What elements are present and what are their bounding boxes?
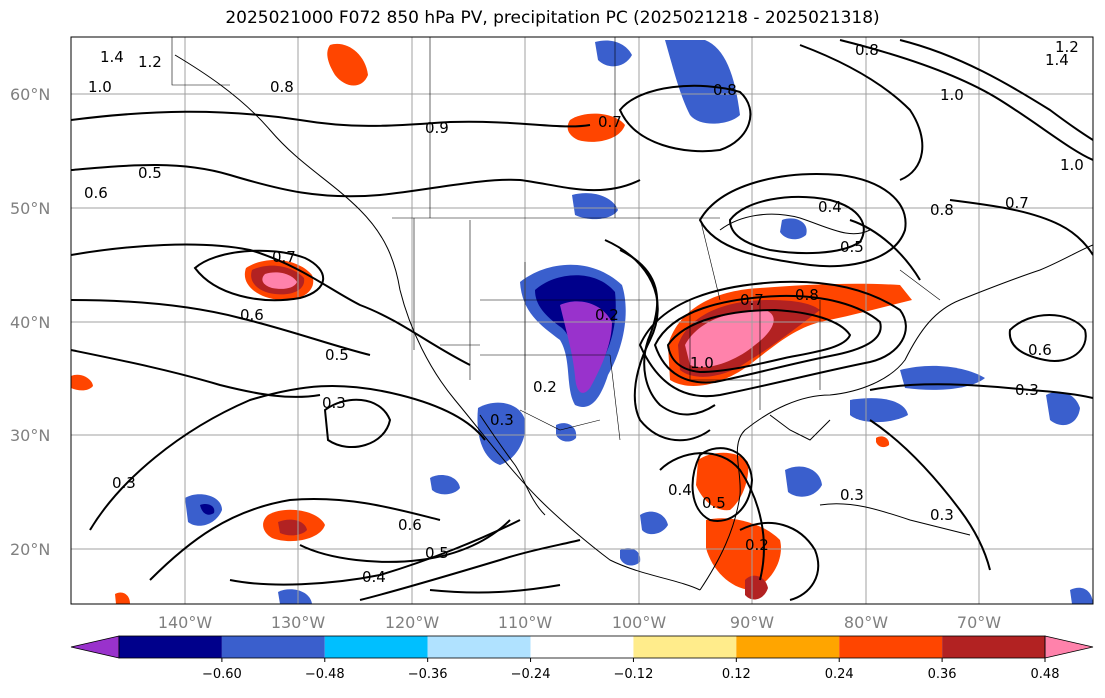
- graticule: [71, 37, 1093, 604]
- colorbar-extend-low: [70, 635, 120, 659]
- contour-label: 0.4: [668, 481, 692, 499]
- colorbar-tick-label: −0.12: [614, 667, 654, 682]
- contour-label: 0.5: [840, 238, 864, 256]
- contour-label: 0.6: [240, 306, 264, 324]
- lat-label: 40°N: [10, 313, 50, 332]
- contour-label: 0.7: [598, 113, 622, 131]
- colorbar-tick-label: 0.24: [825, 667, 854, 682]
- contour-label: 0.4: [362, 568, 386, 586]
- colorbar-segment: [119, 636, 222, 658]
- lat-label: 30°N: [10, 426, 50, 445]
- lon-label: 80°W: [844, 613, 888, 632]
- colorbar-border: [118, 635, 1046, 659]
- contour-label: 0.3: [112, 474, 136, 492]
- contour-label: 0.3: [322, 394, 346, 412]
- contour-label: 0.8: [270, 78, 294, 96]
- contour-label: 1.4: [1045, 51, 1069, 69]
- contour-label: 1.2: [138, 53, 162, 71]
- colorbar-tick-label: 0.12: [722, 667, 751, 682]
- contour-label: 0.3: [840, 486, 864, 504]
- colorbar-segment: [427, 636, 531, 658]
- colorbar-tick-label: 0.48: [1031, 667, 1060, 682]
- contour-label: 1.0: [88, 78, 112, 96]
- contour-label: 1.2: [1055, 38, 1079, 56]
- colorbar-extend-high: [1044, 635, 1094, 659]
- lon-label: 110°W: [498, 613, 553, 632]
- lon-label: 140°W: [158, 613, 213, 632]
- contour-label: 1.4: [100, 48, 124, 66]
- colorbar-tick-label: −0.36: [408, 667, 448, 682]
- contour-label: 0.2: [595, 306, 619, 324]
- colorbar: −0.60 −0.48 −0.36 −0.24 −0.12 0.12 0.24 0.36 0.4…: [70, 635, 1094, 682]
- contour-label: 0.3: [1015, 381, 1039, 399]
- pv-contours: [71, 39, 1093, 601]
- contour-label: 0.5: [425, 544, 449, 562]
- colorbar-segment: [839, 636, 943, 658]
- colorbar-segment: [324, 636, 428, 658]
- coastlines: [174, 54, 1093, 591]
- contour-label: 0.2: [533, 378, 557, 396]
- contour-label: 0.3: [490, 411, 514, 429]
- precip-shading: [71, 40, 1093, 604]
- latitude-labels: 60°N 50°N 40°N 30°N 20°N: [10, 85, 50, 559]
- lon-label: 120°W: [385, 613, 440, 632]
- contour-label: 0.2: [745, 536, 769, 554]
- map-frame: [70, 36, 1094, 605]
- contour-label: 0.7: [740, 291, 764, 309]
- colorbar-tick-label: 0.36: [928, 667, 957, 682]
- lat-label: 60°N: [10, 85, 50, 104]
- contour-label: 0.4: [818, 198, 842, 216]
- colorbar-segment: [736, 636, 840, 658]
- contour-label: 1.0: [940, 86, 964, 104]
- longitude-labels: 140°W 130°W 120°W 110°W 100°W 90°W 80°W …: [158, 613, 1001, 632]
- contour-label: 0.7: [1005, 194, 1029, 212]
- contour-label: 0.6: [1028, 341, 1052, 359]
- contour-label: 0.8: [795, 286, 819, 304]
- contour-label: 0.6: [84, 184, 108, 202]
- map-title: 2025021000 F072 850 hPa PV, precipitatio…: [225, 8, 880, 28]
- contour-label: 0.8: [713, 81, 737, 99]
- contour-labels: 1.4 1.2 1.0 0.8 0.9 0.5 0.6 0.7 0.5 0.3 …: [84, 38, 1084, 586]
- lat-label: 20°N: [10, 540, 50, 559]
- colorbar-segment: [942, 636, 1045, 658]
- contour-label: 0.8: [930, 201, 954, 219]
- colorbar-tick-label: −0.60: [202, 667, 242, 682]
- lon-label: 70°W: [957, 613, 1001, 632]
- colorbar-segment: [530, 636, 634, 658]
- contour-label: 0.6: [398, 516, 422, 534]
- contour-label: 0.7: [272, 248, 296, 266]
- contour-label: 1.0: [690, 354, 714, 372]
- contour-label: 0.8: [855, 41, 879, 59]
- colorbar-segment: [221, 636, 325, 658]
- lon-label: 100°W: [612, 613, 667, 632]
- contour-label: 0.9: [425, 119, 449, 137]
- colorbar-segment: [633, 636, 737, 658]
- contour-label: 0.5: [138, 164, 162, 182]
- lon-label: 130°W: [271, 613, 326, 632]
- contour-label: 0.5: [702, 494, 726, 512]
- lon-label: 90°W: [730, 613, 774, 632]
- colorbar-tick-label: −0.24: [511, 667, 551, 682]
- lat-label: 50°N: [10, 199, 50, 218]
- contour-label: 0.3: [930, 506, 954, 524]
- contour-label: 1.0: [1060, 156, 1084, 174]
- colorbar-tick-label: −0.48: [305, 667, 345, 682]
- contour-label: 0.5: [325, 346, 349, 364]
